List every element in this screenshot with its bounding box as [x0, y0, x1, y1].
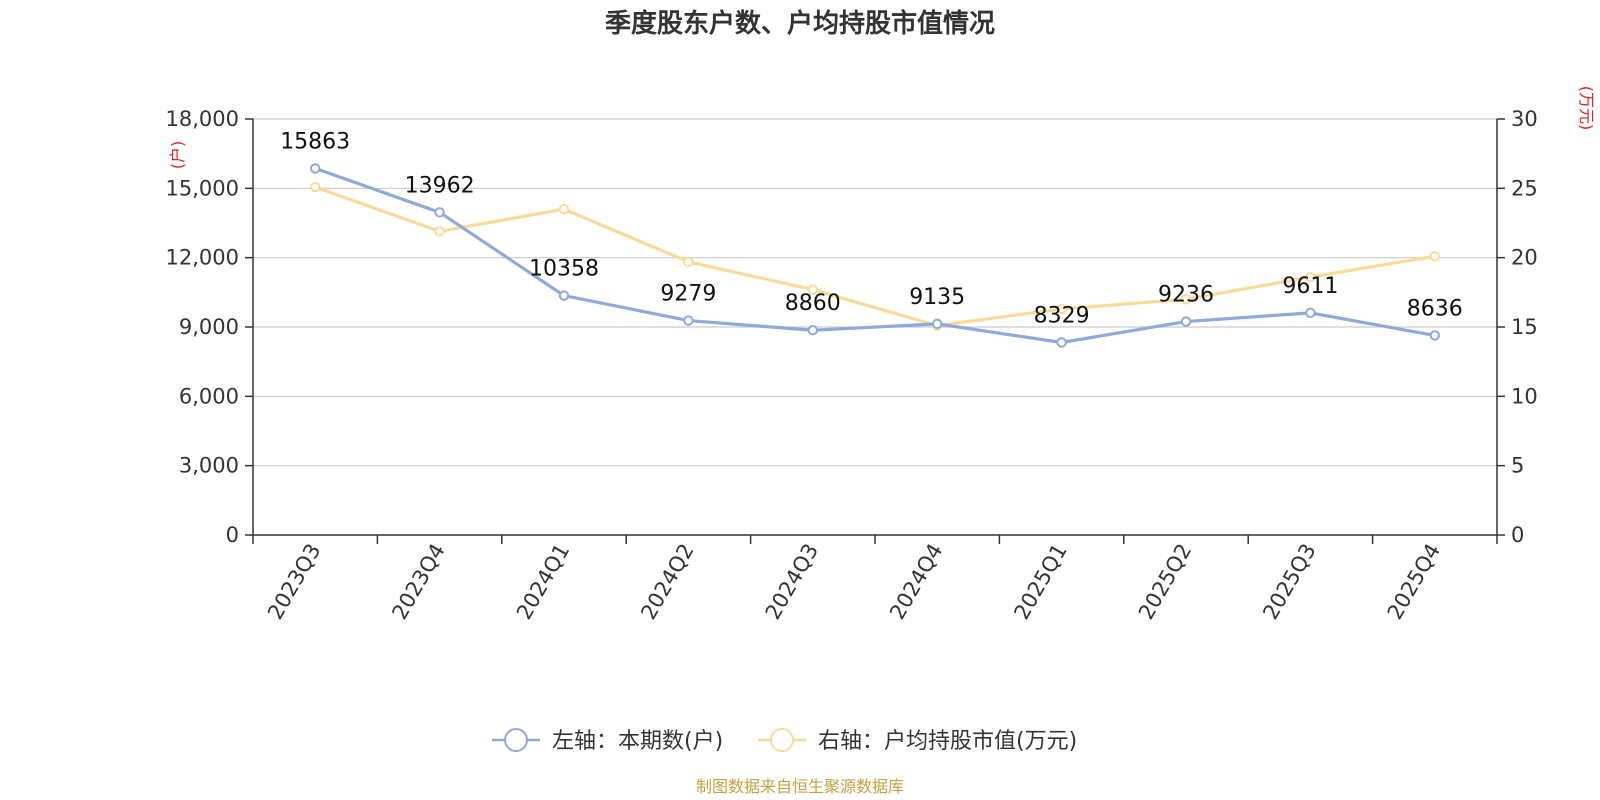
right-axis-tick-label: 30 — [1511, 107, 1538, 131]
x-axis-tick-label: 2024Q4 — [885, 540, 947, 624]
data-point — [807, 325, 818, 336]
right-axis-unit: (万元) — [1577, 86, 1596, 131]
data-point — [683, 315, 694, 326]
x-axis-tick-label: 2023Q4 — [387, 540, 449, 624]
data-label: 8860 — [785, 291, 841, 316]
data-point — [1429, 251, 1441, 262]
series-line — [314, 185, 1436, 328]
left-axis-tick-label: 6,000 — [179, 384, 239, 408]
right-axis-tick-label: 0 — [1511, 523, 1524, 547]
x-axis-tick-label: 2023Q3 — [263, 540, 325, 624]
source-note: 制图数据来自恒生聚源数据库 — [696, 777, 904, 796]
left-axis-tick-label: 0 — [226, 523, 239, 547]
data-label: 10358 — [529, 257, 599, 282]
data-point — [1429, 330, 1441, 341]
legend-label: 右轴：户均持股市值(万元) — [818, 729, 1077, 754]
data-label: 9236 — [1158, 283, 1214, 308]
x-axis-tick-label: 2025Q4 — [1383, 540, 1445, 624]
data-point — [558, 290, 570, 301]
data-label: 15863 — [280, 129, 350, 154]
data-point — [1056, 337, 1067, 348]
legend: 左轴：本期数(户) 右轴：户均持股市值(万元) — [492, 728, 1077, 754]
data-point — [932, 318, 943, 330]
data-point — [434, 226, 445, 237]
legend-marker — [770, 728, 794, 752]
right-axis-tick-label: 15 — [1511, 315, 1538, 339]
legend-marker — [504, 728, 528, 752]
data-point — [434, 207, 445, 218]
data-point — [558, 203, 570, 215]
x-axis-tick-label: 2024Q3 — [761, 540, 823, 624]
data-point — [1056, 303, 1067, 315]
chart-title: 季度股东户数、户均持股市值情况 — [605, 8, 995, 39]
x-axis-tick-label: 2024Q2 — [636, 540, 698, 624]
left-axis-tick-label: 12,000 — [166, 246, 239, 270]
data-point — [1305, 307, 1316, 319]
data-label: 13962 — [405, 173, 475, 198]
data-label: 9611 — [1282, 274, 1338, 299]
x-axis-tick-label: 2025Q1 — [1009, 540, 1071, 624]
right-axis-tick-label: 20 — [1511, 246, 1538, 270]
right-axis-tick-label: 25 — [1511, 176, 1538, 200]
left-axis-tick-label: 15,000 — [166, 176, 239, 200]
left-axis-tick-label: 9,000 — [179, 315, 239, 339]
data-point — [683, 256, 694, 268]
x-axis-tick-label: 2024Q1 — [512, 540, 574, 624]
axes: 0 3,000 6,000 9,000 12,000 15,000 18,000 0 5 10 15… — [166, 107, 1538, 624]
x-axis-tick-label: 2025Q2 — [1134, 540, 1196, 624]
series — [310, 163, 1441, 348]
left-axis-tick-label: 18,000 — [166, 107, 239, 131]
data-labels: 15863 13962 10358 9279 8860 9135 8329 9236 9611 8… — [280, 129, 1463, 328]
data-point — [1305, 271, 1316, 283]
x-axis-tick-label: 2025Q3 — [1258, 540, 1320, 624]
data-point — [807, 284, 818, 295]
data-point — [1180, 294, 1192, 305]
data-label: 9279 — [660, 282, 716, 307]
left-axis-unit: (户) — [168, 141, 187, 170]
data-label: 8329 — [1034, 304, 1090, 329]
right-axis-tick-label: 10 — [1511, 384, 1538, 408]
series-line — [314, 166, 1436, 345]
data-label: 8636 — [1407, 296, 1463, 321]
legend-label: 左轴：本期数(户) — [552, 729, 723, 754]
data-label: 9135 — [909, 285, 965, 310]
right-axis-tick-label: 5 — [1511, 454, 1524, 478]
data-point — [1180, 316, 1192, 327]
data-point — [310, 163, 321, 174]
left-axis-tick-label: 3,000 — [179, 454, 239, 478]
data-point — [310, 181, 321, 193]
